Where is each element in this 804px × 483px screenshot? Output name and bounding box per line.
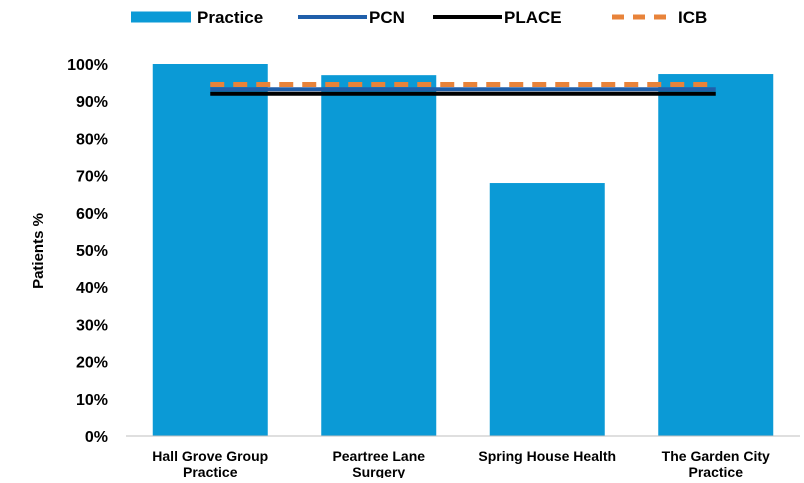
y-axis-label: Patients % <box>30 213 47 289</box>
bars <box>152 64 774 436</box>
x-tick-label: Hall Grove Group Practice <box>152 448 268 478</box>
y-tick-label: 80% <box>76 131 108 148</box>
reference-lines <box>210 81 716 96</box>
y-tick-label: 100% <box>67 57 108 74</box>
y-tick-label: 60% <box>76 206 108 223</box>
x-tick-label: Peartree Lane Surgery <box>332 448 425 478</box>
legend: Practice PCN PLACE ICB <box>131 8 707 27</box>
y-tick-label: 0% <box>85 429 108 446</box>
y-tick-label: 50% <box>76 243 108 260</box>
y-tick-label: 40% <box>76 280 108 297</box>
x-tick-label: Spring House Health <box>478 448 616 464</box>
bar <box>321 75 437 436</box>
bar <box>489 183 605 436</box>
y-tick-label: 30% <box>76 317 108 334</box>
legend-label-3: ICB <box>678 8 707 27</box>
y-tick-label: 90% <box>76 94 108 111</box>
y-tick-label: 20% <box>76 355 108 372</box>
x-axis: Hall Grove Group Practice Peartree Lane Sur… <box>126 435 800 480</box>
bar <box>152 64 268 436</box>
y-axis: 0% 10% 20% 30% 40% 50% 60% 70% 80% 90% 100% <box>67 57 108 446</box>
bar <box>658 74 774 436</box>
y-tick-label: 70% <box>76 169 108 186</box>
y-tick-label: 10% <box>76 392 108 409</box>
x-tick-label: The Garden City Practice <box>662 448 770 478</box>
legend-label-2: PLACE <box>504 8 562 27</box>
legend-label-0: Practice <box>197 8 263 27</box>
legend-label-1: PCN <box>369 8 405 27</box>
